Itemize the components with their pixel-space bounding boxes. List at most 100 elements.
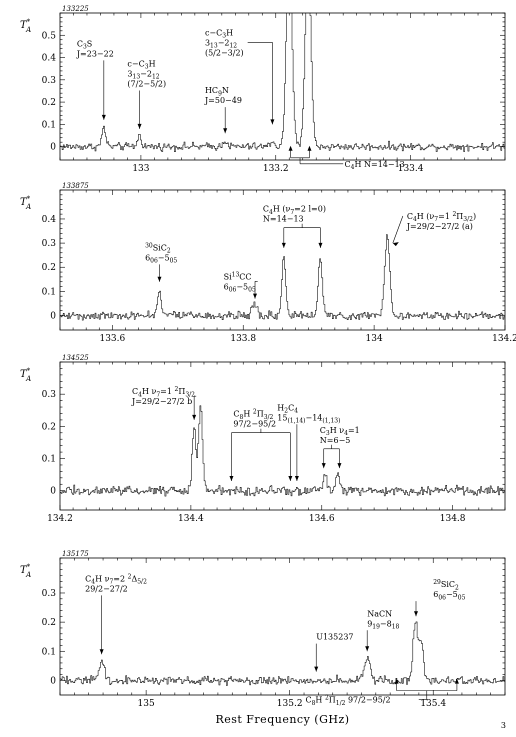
y-axis-label: T* A	[20, 563, 31, 579]
line-annotation: HC9​NJ=50−49	[204, 86, 242, 134]
annotation-label: J=29/2−27/2 (a)	[406, 222, 473, 231]
annotation-label: 919​−818​	[367, 619, 399, 630]
x-tick-label: 134.2	[492, 334, 516, 344]
spectrum-trace	[60, 621, 505, 686]
y-tick-label: 0.2	[42, 618, 56, 628]
annotation-label: U135237	[316, 633, 353, 642]
bracket-annotation: C4​H N=14−13	[288, 145, 405, 171]
y-tick-label: 0.3	[42, 390, 57, 400]
line-annotation: C4​H (ν7​=2 l=0)N=14−13	[263, 205, 326, 248]
bracket-label: C8​H 2​Π1/2​ 97/2−95/2	[305, 695, 390, 707]
line-annotation: C8​H 2​Π3/2​97/2−95/2	[229, 409, 293, 482]
annotation-label: C4​H ν7​=1 2​Π3/2​	[132, 386, 195, 398]
annotation-label: C8​H 2​Π3/2​	[233, 409, 273, 421]
x-tick-label: 134.2	[47, 514, 73, 524]
annotation-label: C4​H (ν7​=2 l=0)	[263, 205, 326, 216]
y-axis-label: T* A	[20, 195, 31, 211]
annotation-label: HC9​N	[205, 86, 229, 97]
panel-frequency-id: 133225	[62, 5, 89, 13]
y-tick-label: 0	[50, 143, 56, 153]
line-annotation: C4​H (ν7​=1 2​Π3/2​)J=29/2−27/2 (a)	[392, 211, 476, 247]
annotation-label: NaCN	[367, 609, 392, 618]
y-axis-label: T* A	[20, 18, 31, 34]
y-tick-label: 0.4	[42, 54, 57, 64]
plot-frame	[59, 12, 506, 161]
y-tick-label: 0	[50, 676, 56, 686]
x-tick-label: 133.8	[230, 334, 256, 344]
annotation-label: c−C3​H	[127, 59, 155, 70]
annotation-label: C3​H ν4​=1	[320, 426, 360, 437]
annotation-label: 313​−212​	[127, 69, 159, 80]
annotation-label: H2​C4​	[277, 403, 298, 414]
y-tick-label: 0.4	[42, 215, 57, 225]
spectrum-panel-4: 135 135.2 135.4 0 0.1 0.2 0.3 135175 T*A C4​H ν7​…	[20, 550, 506, 726]
line-annotation: C4​H ν7​=2 2​Δ5/2​29/2−27/2	[85, 573, 147, 655]
x-tick-label: 133.4	[398, 164, 424, 174]
line-annotation: C3​H ν4​=1N=6−5	[320, 426, 360, 469]
x-tick-label: 134	[366, 334, 383, 344]
x-axis-label: Rest Frequency (GHz)	[215, 713, 349, 726]
x-tick-label: 135	[138, 699, 155, 709]
annotation-label: C4​H (ν7​=1 2​Π3/2​)	[407, 211, 476, 223]
y-tick-label: 0.5	[42, 31, 57, 41]
y-tick-label: 0.3	[42, 589, 57, 599]
y-tick-label: 0.1	[42, 455, 56, 465]
panel-frequency-id: 134525	[62, 354, 89, 362]
panel-frequency-id: 133875	[62, 182, 89, 190]
annotation-label: 313​−212​	[205, 38, 237, 49]
spectrum-trace	[60, 405, 505, 497]
bracket-label: C4​H N=14−13	[345, 160, 405, 171]
bracket-annotation: C8​H 2​Π1/2​ 97/2−95/2	[305, 678, 459, 707]
line-annotation: C4​H ν7​=1 2​Π3/2​J=29/2−27/2 b	[131, 386, 197, 420]
y-tick-label: 0	[50, 312, 56, 322]
y-tick-label: 0	[50, 487, 56, 497]
x-tick-label: 134.6	[309, 514, 335, 524]
annotation-label: 606​−505​	[433, 590, 465, 601]
annotation-label: J=23−22	[76, 49, 114, 58]
annotation-label: C4​H ν7​=2 2​Δ5/2​	[85, 573, 147, 585]
y-tick-label: 0.1	[42, 120, 56, 130]
annotation-label: Si13​CC	[224, 271, 252, 281]
y-tick-label: 0.3	[42, 76, 57, 86]
y-axis-label: T* A	[20, 367, 31, 383]
y-tick-label: 0.1	[42, 287, 56, 297]
line-annotation: H2​C4​15(1,14)​−14(1,13)​	[277, 403, 340, 482]
x-tick-label: 134.4	[178, 514, 204, 524]
annotation-label: J=50−49	[204, 96, 242, 105]
annotation-label: (5/2−3/2)	[205, 48, 244, 57]
x-tick-label: 134.8	[440, 514, 466, 524]
spectrum-panel-3: 134.2 134.4 134.6 134.8 0 0.1 0.2 0.3 134525 T* A C…	[20, 354, 506, 524]
line-annotation: 29​SiC2​606​−505​	[414, 579, 466, 617]
spectrum-panel-1: 133 133.2 133.4 0 0.1 0.2 0.3 0.4 0.5 133225 T* A C3…	[20, 5, 506, 174]
annotation-label: 606​−505​	[224, 282, 256, 293]
x-tick-label: 135.2	[277, 699, 303, 709]
spectrum-trace	[60, 13, 505, 152]
line-annotation: 30​SiC2​606​−505​	[145, 242, 177, 282]
annotation-label: N=14−13	[263, 215, 304, 224]
annotation-label: C3​S	[77, 39, 92, 50]
annotation-label: 606​−505​	[145, 253, 177, 264]
y-tick-label: 0.1	[42, 647, 56, 657]
spectrum-panel-2: 133.6 133.8 134 134.2 0 0.1 0.2 0.3 0.4 133875 T* A…	[20, 182, 516, 344]
panel-frequency-id: 135175	[62, 550, 89, 558]
y-tick-label: 0.3	[42, 239, 57, 249]
x-tick-label: 133	[132, 164, 149, 174]
spectrum-trace	[60, 234, 505, 321]
annotation-label: 15(1,14)​−14(1,13)​	[277, 413, 340, 424]
line-annotation: U135237	[314, 633, 354, 672]
x-tick-label: 133.6	[99, 334, 125, 344]
annotation-label: N=6−5	[320, 436, 351, 445]
x-tick-label: 133.2	[263, 164, 289, 174]
line-annotation: C3​SJ=23−22	[76, 39, 114, 120]
annotation-label: (7/2−5/2)	[127, 79, 166, 88]
annotation-label: c−C3​H	[205, 28, 233, 39]
annotation-label: 29​SiC2​	[433, 579, 459, 591]
annotation-label: 29/2−27/2	[85, 584, 128, 593]
annotation-label: 30​SiC2​	[145, 242, 171, 254]
x-tick-label: 135.4	[420, 699, 446, 709]
